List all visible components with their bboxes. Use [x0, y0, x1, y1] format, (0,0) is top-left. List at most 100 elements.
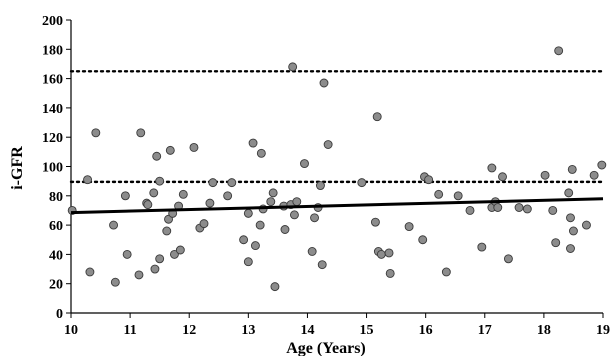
x-tick-label-15: 15: [360, 323, 374, 338]
data-point-49: [292, 197, 302, 207]
data-point-25: [178, 189, 188, 199]
data-point-72: [465, 205, 475, 215]
x-axis-title: Age (Years): [286, 340, 366, 356]
data-point-28: [199, 219, 209, 229]
data-point-22: [169, 249, 179, 259]
data-point-52: [310, 213, 319, 223]
data-point-51: [307, 247, 317, 256]
data-point-88: [566, 244, 575, 253]
data-point-64: [385, 268, 395, 278]
data-point-90: [568, 226, 578, 236]
data-point-6: [110, 277, 120, 287]
data-point-10: [134, 270, 144, 280]
data-point-57: [323, 140, 333, 149]
data-point-86: [564, 188, 574, 198]
data-point-26: [189, 143, 199, 152]
data-point-70: [441, 267, 451, 277]
data-point-30: [208, 178, 218, 188]
data-point-5: [109, 220, 119, 230]
data-point-54: [315, 181, 325, 190]
data-point-71: [453, 191, 463, 201]
data-point-18: [162, 226, 172, 236]
data-point-3: [85, 267, 95, 277]
data-point-39: [256, 148, 266, 158]
data-point-29: [205, 198, 215, 208]
data-point-80: [514, 203, 524, 212]
x-tick-label-16: 16: [419, 323, 433, 338]
data-point-58: [357, 178, 367, 188]
x-tick-label-14: 14: [300, 323, 314, 338]
data-point-59: [370, 217, 380, 227]
data-point-47: [288, 62, 298, 72]
data-point-48: [289, 210, 299, 220]
data-point-91: [581, 220, 591, 230]
data-point-63: [384, 248, 394, 258]
data-point-12: [143, 200, 153, 210]
x-tick-label-11: 11: [123, 323, 136, 338]
data-point-81: [522, 204, 532, 214]
data-point-73: [477, 242, 487, 252]
data-point-89: [567, 164, 577, 174]
data-point-20: [165, 145, 175, 155]
y-tick-label-120: 120: [42, 131, 63, 146]
y-tick-label-80: 80: [49, 190, 63, 205]
data-point-85: [554, 46, 564, 56]
data-point-41: [266, 197, 276, 207]
data-point-15: [155, 176, 165, 186]
y-tick-label-60: 60: [49, 219, 63, 234]
y-tick-label-200: 200: [42, 14, 63, 29]
data-point-50: [300, 159, 309, 169]
data-point-8: [120, 191, 130, 201]
data-point-9: [136, 128, 146, 138]
data-point-56: [319, 78, 329, 88]
data-point-84: [551, 238, 561, 248]
data-point-43: [270, 282, 280, 292]
data-point-24: [175, 245, 185, 255]
x-tick-label-18: 18: [537, 323, 551, 338]
y-tick-label-100: 100: [42, 161, 63, 176]
x-tick-label-13: 13: [241, 323, 255, 338]
data-point-16: [150, 264, 160, 274]
data-point-37: [250, 241, 260, 251]
data-point-2: [83, 175, 93, 185]
data-point-55: [317, 260, 327, 270]
data-point-75: [487, 163, 497, 173]
data-point-60: [372, 112, 382, 122]
data-point-36: [248, 138, 258, 148]
data-point-79: [503, 254, 513, 264]
data-point-66: [418, 235, 428, 245]
x-tick-label-12: 12: [182, 323, 196, 338]
data-point-68: [424, 175, 434, 185]
y-tick-label-180: 180: [42, 43, 63, 58]
trend-line: [70, 197, 604, 215]
y-axis-title: i-GFR: [9, 146, 26, 190]
data-point-77: [493, 203, 503, 212]
data-point-38: [255, 220, 265, 230]
data-point-33: [239, 235, 249, 245]
y-tick-label-140: 140: [42, 102, 63, 117]
y-tick-label-20: 20: [49, 278, 63, 293]
data-point-17: [155, 254, 165, 264]
data-point-87: [566, 213, 575, 223]
data-point-42: [268, 188, 278, 198]
data-point-45: [280, 225, 290, 234]
data-point-7: [122, 249, 132, 259]
data-point-32: [227, 178, 237, 188]
data-point-62: [376, 249, 386, 259]
data-point-92: [589, 170, 599, 180]
data-point-78: [498, 172, 507, 182]
data-point-34: [243, 208, 253, 218]
data-point-69: [434, 189, 444, 199]
data-point-82: [540, 170, 550, 180]
data-point-93: [597, 160, 607, 170]
y-tick-label-160: 160: [42, 73, 63, 88]
data-point-35: [243, 257, 253, 267]
x-tick-label-17: 17: [478, 323, 492, 338]
x-tick-label-10: 10: [64, 323, 78, 338]
data-point-65: [404, 222, 414, 232]
data-point-4: [91, 128, 101, 138]
y-tick-label-40: 40: [49, 248, 63, 263]
x-tick-label-19: 19: [596, 323, 610, 338]
data-point-83: [548, 205, 558, 215]
